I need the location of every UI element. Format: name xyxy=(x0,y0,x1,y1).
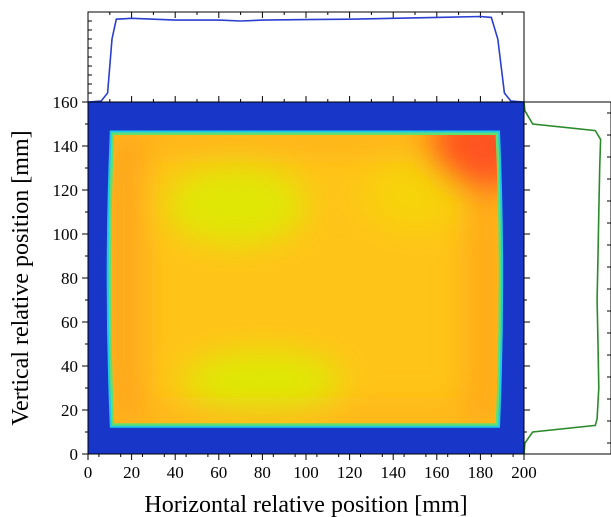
field-lobe-right xyxy=(365,159,465,230)
heatmap-panel: 0 20 40 60 80 100 120 140 160 180 200 0 20 40 60 80 100 1… xyxy=(53,93,537,482)
x-axis-label: Horizontal relative position [mm] xyxy=(144,492,467,517)
right-profile-panel xyxy=(523,101,611,455)
field-lobe-lower xyxy=(182,351,343,412)
field-intensity xyxy=(111,135,499,424)
field-lobe-upper xyxy=(166,165,307,246)
y-tick-label: 20 xyxy=(61,401,78,420)
y-axis-label: Vertical relative position [mm] xyxy=(8,130,34,425)
horizontal-profile-line xyxy=(87,15,525,103)
vertical-profile-line xyxy=(523,101,602,455)
field-body xyxy=(111,135,499,424)
y-tick-label: 40 xyxy=(61,357,78,376)
y-tick-label: 0 xyxy=(70,445,79,464)
x-tick-label: 20 xyxy=(123,463,140,482)
field-hot-corner xyxy=(428,135,499,190)
radiation-field xyxy=(106,130,504,428)
right-profile-ticks xyxy=(524,101,611,455)
y-tick-label: 160 xyxy=(53,93,79,112)
x-tick-label: 40 xyxy=(167,463,184,482)
x-tick-label: 120 xyxy=(337,463,363,482)
x-tick-label: 180 xyxy=(468,463,494,482)
top-profile-panel xyxy=(87,11,525,103)
right-profile-frame xyxy=(523,101,611,455)
field-edge-top xyxy=(114,135,496,151)
x-tick-label: 80 xyxy=(254,463,271,482)
field-edge-left xyxy=(111,135,143,424)
x-tick-label: 140 xyxy=(380,463,406,482)
y-tick-label: 140 xyxy=(53,137,79,156)
y-tick-label: 100 xyxy=(53,225,79,244)
y-tick-label: 60 xyxy=(61,313,78,332)
x-tick-label: 160 xyxy=(424,463,450,482)
x-tick-label: 100 xyxy=(293,463,319,482)
x-tick-label: 0 xyxy=(84,463,93,482)
heatmap-axes: 0 20 40 60 80 100 120 140 160 180 200 0 20 40 60 80 100 1… xyxy=(53,93,537,482)
field-edge-bottom xyxy=(114,407,496,424)
top-profile-frame xyxy=(87,11,525,103)
y-tick-label: 80 xyxy=(61,269,78,288)
x-tick-label: 200 xyxy=(511,463,537,482)
y-tick-label: 120 xyxy=(53,181,79,200)
x-tick-label: 60 xyxy=(210,463,227,482)
